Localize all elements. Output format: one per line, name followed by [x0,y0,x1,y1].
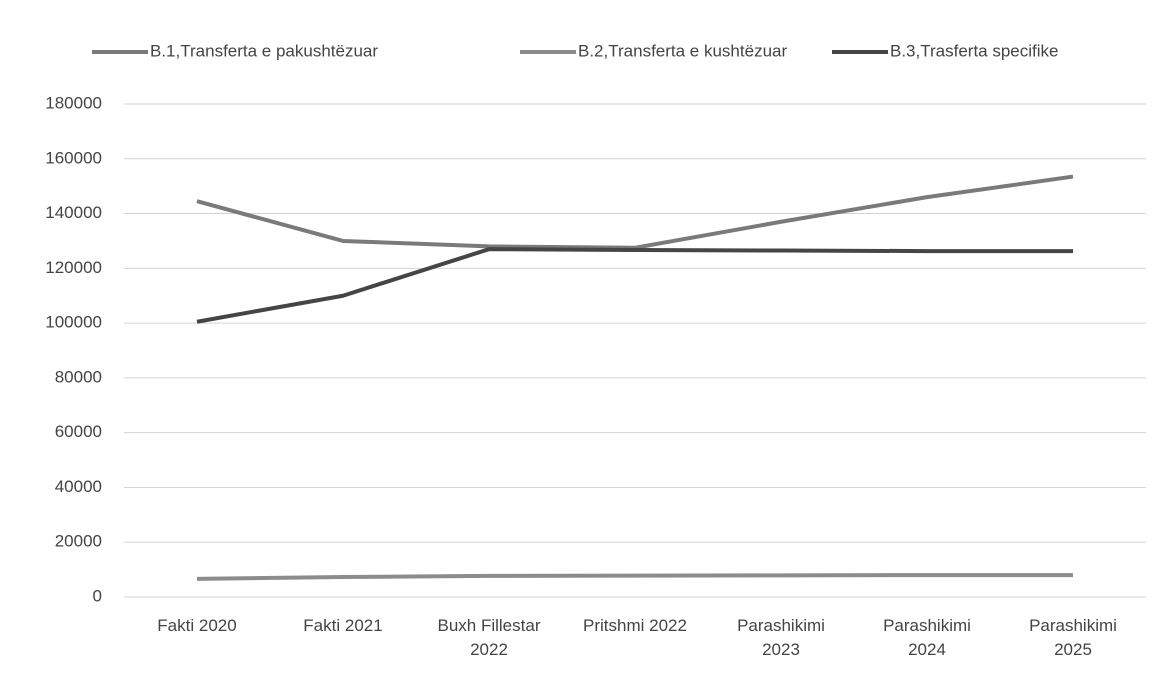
y-tick-label: 60000 [55,422,102,441]
y-tick-label: 0 [93,586,102,605]
x-tick-label: Parashikimi 2025 [1029,616,1117,659]
x-tick-label: Parashikimi 2023 [737,616,825,659]
y-tick-label: 180000 [45,93,102,112]
x-tick-label: Fakti 2021 [303,616,383,635]
x-tick-label: Buxh Fillestar 2022 [437,616,541,659]
legend-label: B.2,Transferta e kushtëzuar [578,41,787,60]
legend-label: B.1,Transferta e pakushtëzuar [150,41,378,60]
y-tick-label: 160000 [45,148,102,167]
x-tick-label: Pritshmi 2022 [583,616,687,635]
y-tick-label: 80000 [55,367,102,386]
x-tick-label: Parashikimi 2024 [883,616,971,659]
series-line [196,174,1074,250]
legend-label: B.3,Trasferta specifike [890,41,1059,60]
y-tick-label: 140000 [45,203,102,222]
y-tick-label: 120000 [45,258,102,277]
y-tick-label: 40000 [55,477,102,496]
series-line [196,247,1073,324]
x-tick-label: Fakti 2020 [157,616,237,635]
y-tick-label: 20000 [55,532,102,551]
y-tick-label: 100000 [45,313,102,332]
series-line [196,573,1073,581]
